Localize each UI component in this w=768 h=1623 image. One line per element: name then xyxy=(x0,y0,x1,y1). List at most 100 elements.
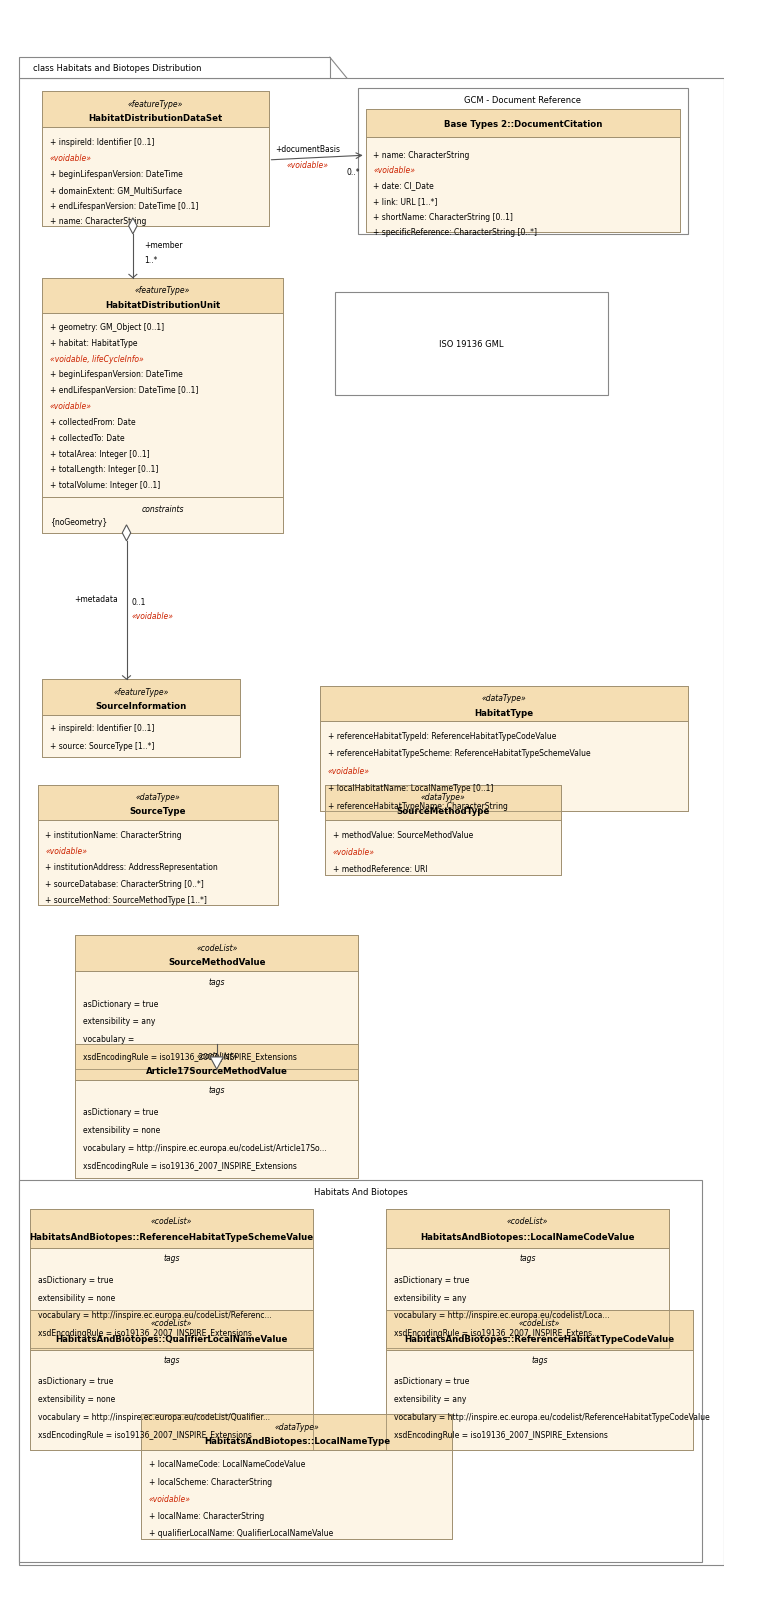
Polygon shape xyxy=(122,526,131,542)
Text: + habitat: HabitatType: + habitat: HabitatType xyxy=(50,339,137,347)
Text: xsdEncodingRule = iso19136_2007_INSPIRE_Extens...: xsdEncodingRule = iso19136_2007_INSPIRE_… xyxy=(394,1329,599,1337)
Bar xyxy=(325,786,561,821)
Bar xyxy=(358,89,688,235)
Text: «voidable»: «voidable» xyxy=(131,612,174,620)
Text: +metadata: +metadata xyxy=(74,594,118,604)
Text: + localHabitatName: LocalNameType [0..1]: + localHabitatName: LocalNameType [0..1] xyxy=(328,784,493,792)
Bar xyxy=(75,936,358,972)
Text: + shortName: CharacterString [0..1]: + shortName: CharacterString [0..1] xyxy=(373,213,513,222)
Bar xyxy=(75,1044,358,1079)
Text: + institutionAddress: AddressRepresentation: + institutionAddress: AddressRepresentat… xyxy=(45,863,218,872)
Text: «voidable»: «voidable» xyxy=(45,847,88,855)
Text: «codeList»: «codeList» xyxy=(151,1318,192,1328)
Text: asDictionary = true: asDictionary = true xyxy=(38,1274,113,1284)
Text: «codeList»: «codeList» xyxy=(507,1217,548,1225)
Text: HabitatsAndBiotopes::ReferenceHabitatTypeSchemeValue: HabitatsAndBiotopes::ReferenceHabitatTyp… xyxy=(29,1232,313,1242)
Text: +member: +member xyxy=(144,240,183,250)
Text: + referenceHabitatTypeScheme: ReferenceHabitatTypeSchemeValue: + referenceHabitatTypeScheme: ReferenceH… xyxy=(328,748,591,758)
Text: SourceType: SourceType xyxy=(130,807,186,816)
Text: HabitatDistributionDataSet: HabitatDistributionDataSet xyxy=(88,114,223,123)
Text: + source: SourceType [1..*]: + source: SourceType [1..*] xyxy=(50,742,154,751)
Text: extensibility = any: extensibility = any xyxy=(394,1292,466,1302)
Bar xyxy=(386,1248,669,1349)
Polygon shape xyxy=(210,1057,223,1070)
Bar xyxy=(75,1044,358,1178)
Text: «codeList»: «codeList» xyxy=(518,1318,560,1328)
Bar xyxy=(42,680,240,758)
Text: xsdEncodingRule = iso19136_2007_INSPIRE_Extensions: xsdEncodingRule = iso19136_2007_INSPIRE_… xyxy=(83,1053,296,1061)
Text: «dataType»: «dataType» xyxy=(135,794,180,802)
Bar xyxy=(386,1209,669,1349)
Bar xyxy=(42,93,269,227)
Bar xyxy=(386,1311,693,1449)
Text: {noGeometry}: {noGeometry} xyxy=(50,518,108,527)
Text: constraints: constraints xyxy=(141,505,184,513)
Text: vocabulary =: vocabulary = xyxy=(83,1035,134,1044)
Text: + institutionName: CharacterString: + institutionName: CharacterString xyxy=(45,831,182,839)
Text: «codeList»: «codeList» xyxy=(196,943,237,953)
Text: + totalLength: Integer [0..1]: + totalLength: Integer [0..1] xyxy=(50,466,158,474)
Text: asDictionary = true: asDictionary = true xyxy=(394,1274,469,1284)
Bar xyxy=(386,1209,669,1248)
Bar xyxy=(42,279,283,315)
Text: extensibility = none: extensibility = none xyxy=(83,1125,161,1134)
Text: «voidable»: «voidable» xyxy=(149,1493,191,1503)
Text: extensibility = none: extensibility = none xyxy=(38,1394,115,1404)
Text: + referenceHabitatTypeName: CharacterString: + referenceHabitatTypeName: CharacterStr… xyxy=(328,802,508,810)
Text: tags: tags xyxy=(531,1355,548,1363)
Text: 0..1: 0..1 xyxy=(131,597,146,607)
Text: xsdEncodingRule = iso19136_2007_INSPIRE_Extensions: xsdEncodingRule = iso19136_2007_INSPIRE_… xyxy=(394,1430,607,1440)
Text: + methodValue: SourceMethodValue: + methodValue: SourceMethodValue xyxy=(333,831,473,839)
Bar xyxy=(38,821,278,906)
Text: xsdEncodingRule = iso19136_2007_INSPIRE_Extensions: xsdEncodingRule = iso19136_2007_INSPIRE_… xyxy=(38,1430,252,1440)
Text: tags: tags xyxy=(519,1253,536,1263)
Bar xyxy=(320,722,688,812)
Text: + sourceDatabase: CharacterString [0..*]: + sourceDatabase: CharacterString [0..*] xyxy=(45,880,204,888)
Text: «dataType»: «dataType» xyxy=(421,794,465,802)
Text: + collectedFrom: Date: + collectedFrom: Date xyxy=(50,417,136,427)
Bar xyxy=(141,1414,452,1540)
Bar xyxy=(320,687,688,812)
Text: «featureType»: «featureType» xyxy=(114,688,169,696)
Text: +documentBasis: +documentBasis xyxy=(275,144,340,154)
Text: 1..*: 1..* xyxy=(144,256,157,265)
Text: + referenceHabitatTypeId: ReferenceHabitatTypeCodeValue: + referenceHabitatTypeId: ReferenceHabit… xyxy=(328,732,556,740)
Bar xyxy=(30,1248,313,1349)
Text: «codeList»: «codeList» xyxy=(151,1217,192,1225)
Text: + totalVolume: Integer [0..1]: + totalVolume: Integer [0..1] xyxy=(50,480,161,490)
Bar xyxy=(38,786,278,906)
Text: + endLifespanVersion: DateTime [0..1]: + endLifespanVersion: DateTime [0..1] xyxy=(50,386,198,394)
Text: + localNameCode: LocalNameCodeValue: + localNameCode: LocalNameCodeValue xyxy=(149,1459,305,1469)
Bar xyxy=(141,1449,452,1540)
Text: + domainExtent: GM_MultiSurface: + domainExtent: GM_MultiSurface xyxy=(50,185,182,195)
Bar xyxy=(325,821,561,875)
Text: + date: CI_Date: + date: CI_Date xyxy=(373,182,434,190)
Bar xyxy=(75,1079,358,1178)
Text: tags: tags xyxy=(164,1253,180,1263)
Text: «featureType»: «featureType» xyxy=(127,99,183,109)
Bar xyxy=(42,498,283,534)
Text: xsdEncodingRule = iso19136_2007_INSPIRE_Extensions: xsdEncodingRule = iso19136_2007_INSPIRE_… xyxy=(83,1160,296,1170)
Text: + beginLifespanVersion: DateTime: + beginLifespanVersion: DateTime xyxy=(50,370,183,380)
Text: HabitatsAndBiotopes::QualifierLocalNameValue: HabitatsAndBiotopes::QualifierLocalNameV… xyxy=(55,1334,288,1344)
Text: + beginLifespanVersion: DateTime: + beginLifespanVersion: DateTime xyxy=(50,170,183,179)
Text: «voidable»: «voidable» xyxy=(286,161,329,170)
Text: + qualifierLocalName: QualifierLocalNameValue: + qualifierLocalName: QualifierLocalName… xyxy=(149,1529,333,1537)
Text: SourceMethodValue: SourceMethodValue xyxy=(168,958,266,967)
Text: + link: URL [1..*]: + link: URL [1..*] xyxy=(373,196,438,206)
Text: «voidable, lifeCycleInfo»: «voidable, lifeCycleInfo» xyxy=(50,354,144,364)
Text: SourceInformation: SourceInformation xyxy=(96,701,187,711)
Text: «voidable»: «voidable» xyxy=(333,847,375,857)
Text: vocabulary = http://inspire.ec.europa.eu/codeList/Referenc...: vocabulary = http://inspire.ec.europa.eu… xyxy=(38,1311,271,1319)
Text: + name: CharacterString: + name: CharacterString xyxy=(373,151,469,159)
Text: + inspireId: Identifier [0..1]: + inspireId: Identifier [0..1] xyxy=(50,724,154,734)
Bar xyxy=(366,138,680,232)
Text: HabitatDistributionUnit: HabitatDistributionUnit xyxy=(105,300,220,310)
Text: HabitatsAndBiotopes::LocalNameType: HabitatsAndBiotopes::LocalNameType xyxy=(204,1436,390,1444)
Bar xyxy=(320,687,688,722)
Text: «dataType»: «dataType» xyxy=(482,695,527,703)
Bar xyxy=(42,279,283,534)
Text: + methodReference: URI: + methodReference: URI xyxy=(333,863,427,873)
Text: asDictionary = true: asDictionary = true xyxy=(394,1376,469,1386)
Text: «voidable»: «voidable» xyxy=(50,154,92,162)
